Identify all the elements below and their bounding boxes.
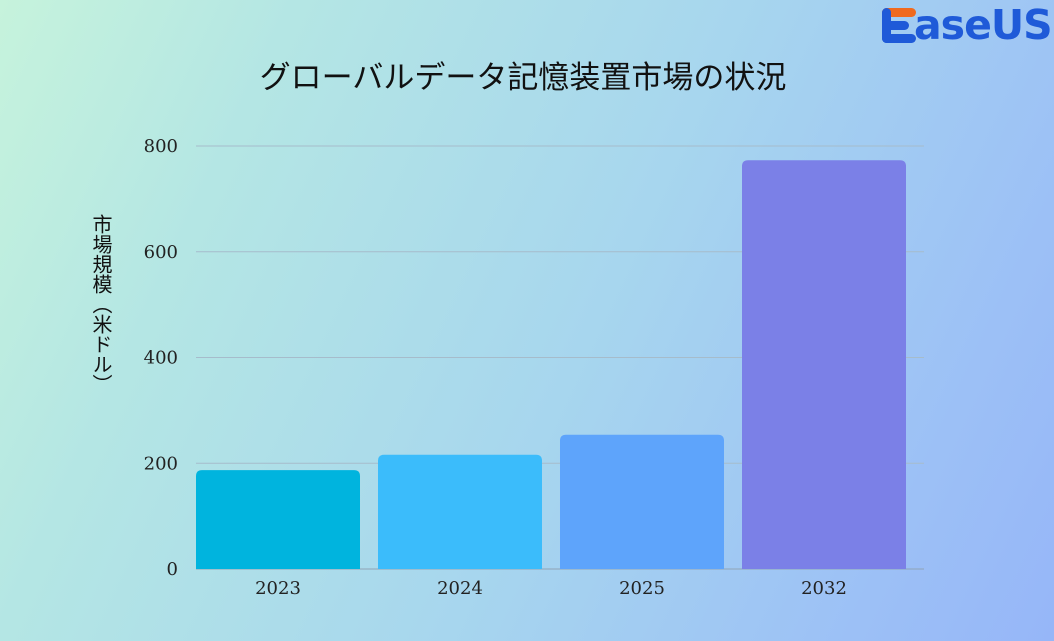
y-tick-label: 0 xyxy=(167,559,178,580)
x-tick-label: 2024 xyxy=(437,578,483,599)
y-tick-label: 200 xyxy=(144,453,178,474)
y-tick-labels: 0 200 400 600 800 xyxy=(144,136,178,580)
x-tick-label: 2023 xyxy=(255,578,301,599)
chart-title: グローバルデータ記憶装置市場の状況 xyxy=(259,60,787,96)
y-tick-label: 400 xyxy=(144,348,178,369)
x-tick-label: 2032 xyxy=(801,578,847,599)
easeus-logo: aseUS xyxy=(878,0,1054,50)
bars xyxy=(196,160,906,569)
y-axis-label: 市場規模（米ドル） xyxy=(89,214,113,394)
x-tick-labels: 2023 2024 2025 2032 xyxy=(255,578,847,599)
easeus-e-icon xyxy=(882,8,916,43)
logo-text: aseUS xyxy=(914,1,1053,49)
bar-2032 xyxy=(742,160,906,569)
x-tick-label: 2025 xyxy=(619,578,665,599)
bar-2024 xyxy=(378,454,542,569)
bar-2023 xyxy=(196,470,360,569)
bar-2025 xyxy=(560,434,724,569)
y-tick-label: 600 xyxy=(144,242,178,263)
y-tick-label: 800 xyxy=(144,136,178,157)
